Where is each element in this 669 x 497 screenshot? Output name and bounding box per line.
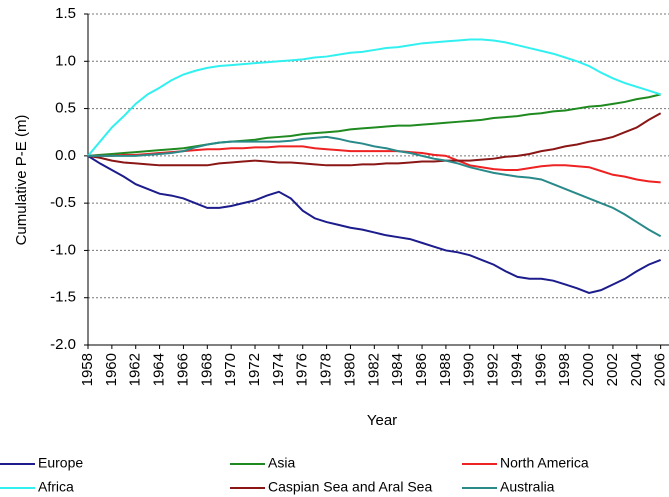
legend-label: Asia	[268, 455, 295, 471]
x-tick-label: 1962	[127, 353, 144, 386]
series-line	[87, 38, 661, 157]
legend-label: North America	[500, 455, 589, 471]
x-tick-label: 1970	[222, 353, 239, 386]
y-tick-label: 0.5	[55, 100, 76, 117]
x-tick-label: 1978	[318, 353, 335, 386]
series-line	[87, 155, 662, 295]
legend-label: Europe	[38, 455, 83, 471]
x-tick-label: 1958	[79, 353, 96, 386]
x-tick-label: 1992	[485, 353, 502, 386]
x-tick-label: 1960	[103, 353, 120, 386]
series-line	[88, 135, 662, 238]
x-tick-label: 1966	[174, 353, 191, 386]
legend-label: Australia	[500, 479, 555, 495]
y-tick-label: 1.5	[55, 5, 76, 22]
y-axis-title: Cumulative P-E (m)	[13, 115, 30, 246]
series-line	[87, 93, 661, 157]
series-line	[87, 112, 662, 167]
x-tick-label: 1972	[246, 353, 263, 386]
x-tick-label: 1994	[508, 353, 525, 386]
x-tick-label: 1968	[198, 353, 215, 386]
x-tick-label: 2002	[604, 353, 621, 386]
x-tick-label: 1986	[413, 353, 430, 386]
x-tick-label: 1974	[270, 353, 287, 386]
x-tick-label: 1984	[389, 353, 406, 386]
x-tick-label: 2004	[628, 353, 645, 386]
x-tick-label: 1996	[532, 353, 549, 386]
y-tick-label: -2.0	[50, 336, 76, 353]
y-tick-label: 0.0	[55, 147, 76, 164]
x-tick-label: 2000	[580, 353, 597, 386]
y-tick-label: -0.5	[50, 194, 76, 211]
legend-label: Africa	[38, 479, 74, 495]
x-tick-label: 1988	[437, 353, 454, 386]
x-tick-label: 1990	[461, 353, 478, 386]
x-tick-label: 1976	[294, 353, 311, 386]
x-tick-label: 2006	[652, 353, 669, 386]
x-tick-label: 1982	[365, 353, 382, 386]
y-tick-label: -1.0	[50, 241, 76, 258]
y-tick-label: 1.0	[55, 52, 76, 69]
x-tick-label: 1998	[556, 353, 573, 386]
x-tick-label: 1964	[151, 353, 168, 386]
x-axis-title: Year	[367, 412, 397, 429]
legend-label: Caspian Sea and Aral Sea	[268, 479, 432, 495]
y-tick-label: -1.5	[50, 289, 76, 306]
x-tick-label: 1980	[341, 353, 358, 386]
